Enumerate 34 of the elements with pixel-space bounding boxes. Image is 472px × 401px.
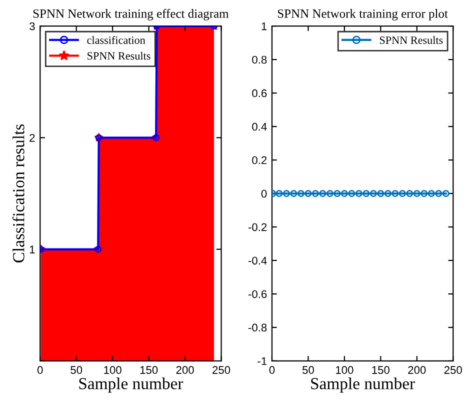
y-tick-label: -0.2 [248, 223, 267, 232]
x-axis-title: Sample number [311, 378, 415, 393]
x-tick-label: 0 [37, 366, 43, 374]
y-axis-title: Classification results [12, 124, 24, 262]
y-tick-label: 0.6 [252, 89, 267, 98]
x-axis-title: Sample number [79, 378, 184, 393]
y-tick-label: -0.4 [248, 256, 267, 265]
x-tick-label: 250 [444, 366, 462, 374]
chart-title: SPNN Network training effect diagram [33, 8, 229, 20]
legend-label: SPNN Results [88, 52, 150, 60]
x-tick-label: 50 [302, 366, 314, 374]
y-tick-label: 0.2 [252, 156, 267, 164]
y-tick-label: 0.8 [252, 56, 267, 64]
legend-label: classification [87, 36, 146, 44]
x-tick-label: 0 [269, 366, 275, 374]
x-tick-label: 50 [70, 366, 82, 374]
x-tick-label: 150 [140, 366, 158, 374]
y-tick-label: -1 [258, 357, 267, 365]
y-tick-label: 2 [30, 134, 35, 142]
y-tick-label: -0.8 [248, 324, 267, 332]
y-tick-label: -0.6 [248, 290, 267, 298]
y-tick-label: 3 [30, 22, 35, 30]
y-tick-label: 0.4 [252, 122, 267, 131]
y-tick-label: 0 [261, 190, 267, 198]
x-tick-label: 150 [372, 366, 390, 374]
x-tick-label: 200 [408, 366, 426, 374]
chart-title: SPNN Network training error plot [278, 9, 448, 20]
x-tick-label: 200 [176, 366, 194, 374]
x-tick-label: 100 [336, 366, 354, 374]
y-tick-label: 1 [262, 22, 267, 30]
legend-label: SPNN Results [380, 36, 443, 44]
x-tick-label: 100 [104, 366, 122, 374]
y-tick-label: 1 [30, 246, 35, 254]
x-tick-label: 250 [212, 366, 230, 374]
